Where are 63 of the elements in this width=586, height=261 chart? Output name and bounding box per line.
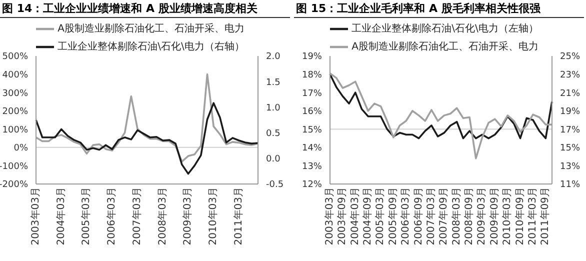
chart-title: 图 15：工业企业毛利率和 A 股毛利率相关性很强 <box>294 0 584 18</box>
y2-tick-label: 21% <box>560 88 580 99</box>
y-tick-label: 14% <box>302 144 322 154</box>
x-tick-label: 2010年09月 <box>514 187 526 246</box>
line-series <box>329 73 553 140</box>
legend-label: A股制造业剔除石油化工、石油开采、电力 <box>58 24 244 35</box>
y-tick-label: 13% <box>302 162 322 172</box>
x-tick-label: 2011年03月 <box>526 187 538 246</box>
y2-tick-label: 17% <box>560 125 580 136</box>
x-tick-label: 2011年09月 <box>539 187 552 246</box>
y-tick-label: 16% <box>302 107 322 118</box>
x-tick-label: 2004年03月 <box>54 187 67 246</box>
y2-tick-label: 11% <box>560 180 580 190</box>
y2-tick-label: 23% <box>560 70 580 80</box>
y-tick-label: 18% <box>302 70 322 80</box>
x-tick-label: 2005年09月 <box>386 187 399 246</box>
line-series <box>35 102 259 175</box>
x-tick-label: 2008年09月 <box>463 187 476 246</box>
y2-tick-label: 0.5 <box>266 128 280 139</box>
legend-label: 工业企业整体剔除石油\石化\电力（右轴） <box>58 42 244 53</box>
y2-tick-label: 13% <box>560 162 580 172</box>
y-tick-label: 500% <box>2 52 28 62</box>
y2-tick-label: 0.0 <box>266 154 281 165</box>
y-tick-label: 100% <box>2 125 28 136</box>
y2-tick-label: 2.0 <box>266 52 281 62</box>
x-tick-label: 2007年03月 <box>130 187 143 246</box>
x-tick-label: 2004年09月 <box>362 187 374 246</box>
y-tick-label: 17% <box>302 88 322 99</box>
x-tick-label: 2007年09月 <box>438 187 450 246</box>
chart-title: 图 14：工业企业业绩增速和 A 股业绩增速高度相关 <box>0 0 290 18</box>
x-tick-label: 2009年09月 <box>488 187 500 246</box>
x-tick-label: 2009年03月 <box>182 187 194 246</box>
x-tick-label: 2011年03月 <box>232 187 244 246</box>
y-tick-label: 300% <box>2 88 28 99</box>
y-tick-label: 15% <box>302 125 322 136</box>
y-tick-label: 400% <box>2 70 28 80</box>
x-tick-label: 2003年09月 <box>336 187 348 246</box>
x-tick-label: 2008年03月 <box>450 187 462 246</box>
y-tick-label: 19% <box>302 52 322 62</box>
x-tick-label: 2003年03月 <box>30 187 42 246</box>
y2-tick-label: -0.5 <box>266 180 284 190</box>
x-tick-label: 2006年09月 <box>412 187 424 246</box>
x-tick-label: 2010年03月 <box>501 187 514 246</box>
y2-tick-label: 19% <box>560 107 580 118</box>
legend-label: 工业企业整体剔除石油\石化\电力（左轴） <box>352 24 538 35</box>
x-tick-label: 2010年03月 <box>207 187 220 246</box>
x-tick-label: 2005年03月 <box>80 187 92 246</box>
legend-label: A股制造业剔除石油化工、石油开采、电力 <box>352 42 538 53</box>
y-tick-label: 12% <box>302 180 322 190</box>
y2-tick-label: 25% <box>560 52 580 62</box>
x-tick-label: 2006年03月 <box>106 187 118 246</box>
x-tick-label: 2003年03月 <box>324 187 336 246</box>
y2-tick-label: 15% <box>560 144 580 154</box>
x-tick-label: 2004年03月 <box>348 187 361 246</box>
y2-tick-label: 1.5 <box>266 78 280 88</box>
x-tick-label: 2006年03月 <box>400 187 412 246</box>
y-tick-label: 0% <box>14 144 28 154</box>
x-tick-label: 2009年03月 <box>476 187 488 246</box>
x-tick-label: 2007年03月 <box>424 187 437 246</box>
y-tick-label: 200% <box>2 107 28 118</box>
x-tick-label: 2008年03月 <box>156 187 168 246</box>
x-tick-label: 2005年03月 <box>374 187 386 246</box>
y2-tick-label: 1.0 <box>266 103 281 114</box>
